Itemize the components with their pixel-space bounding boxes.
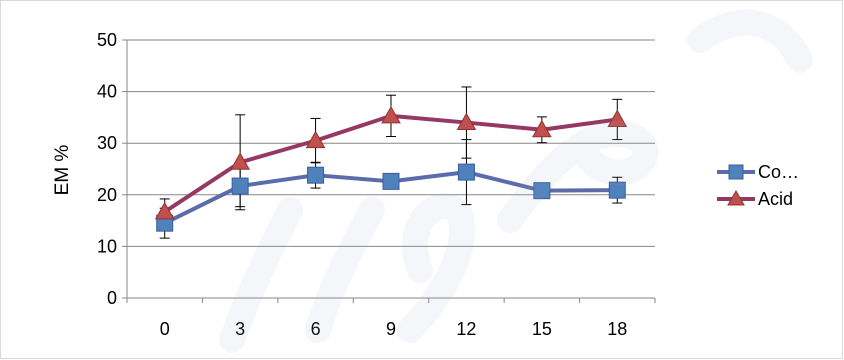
data-point-square	[382, 172, 400, 190]
x-tick-label: 6	[311, 319, 321, 339]
data-point-square	[231, 177, 249, 195]
y-tick-label: 10	[97, 236, 117, 256]
x-tick-label: 12	[456, 319, 476, 339]
x-tick-label: 15	[532, 319, 552, 339]
y-tick-label: 0	[107, 288, 117, 308]
axes	[122, 39, 656, 303]
y-tick-label: 40	[97, 82, 117, 102]
y-tick-label: 20	[97, 185, 117, 205]
y-tick-label: 30	[97, 133, 117, 153]
data-point-square	[533, 182, 551, 200]
y-axis-label: EM %	[52, 145, 73, 196]
data-point-square	[608, 181, 626, 199]
legend-marker-triangle	[727, 189, 745, 206]
data-point-square	[307, 166, 325, 184]
y-tick-label: 50	[97, 30, 117, 50]
legend-label: Co…	[758, 162, 799, 182]
data-point-triangle	[456, 112, 477, 131]
data-point-triangle	[305, 130, 326, 149]
grid-lines	[127, 39, 655, 247]
series-markers	[154, 105, 628, 232]
data-point-square	[457, 163, 475, 181]
x-tick-label: 18	[607, 319, 627, 339]
legend: Co… Acid	[717, 162, 799, 209]
data-point-triangle	[230, 152, 250, 170]
tick-labels: 0 10 20 30 40 50 0 3 6 9 12 15 18	[97, 30, 627, 339]
x-tick-label: 3	[235, 319, 245, 339]
data-point-triangle	[381, 105, 401, 124]
data-point-triangle	[154, 201, 175, 220]
x-tick-label: 0	[160, 319, 170, 339]
legend-label: Acid	[758, 189, 793, 209]
x-tick-label: 9	[386, 319, 396, 339]
data-point-triangle	[607, 109, 628, 127]
data-point-triangle	[532, 119, 552, 138]
legend-marker-square	[728, 164, 744, 180]
